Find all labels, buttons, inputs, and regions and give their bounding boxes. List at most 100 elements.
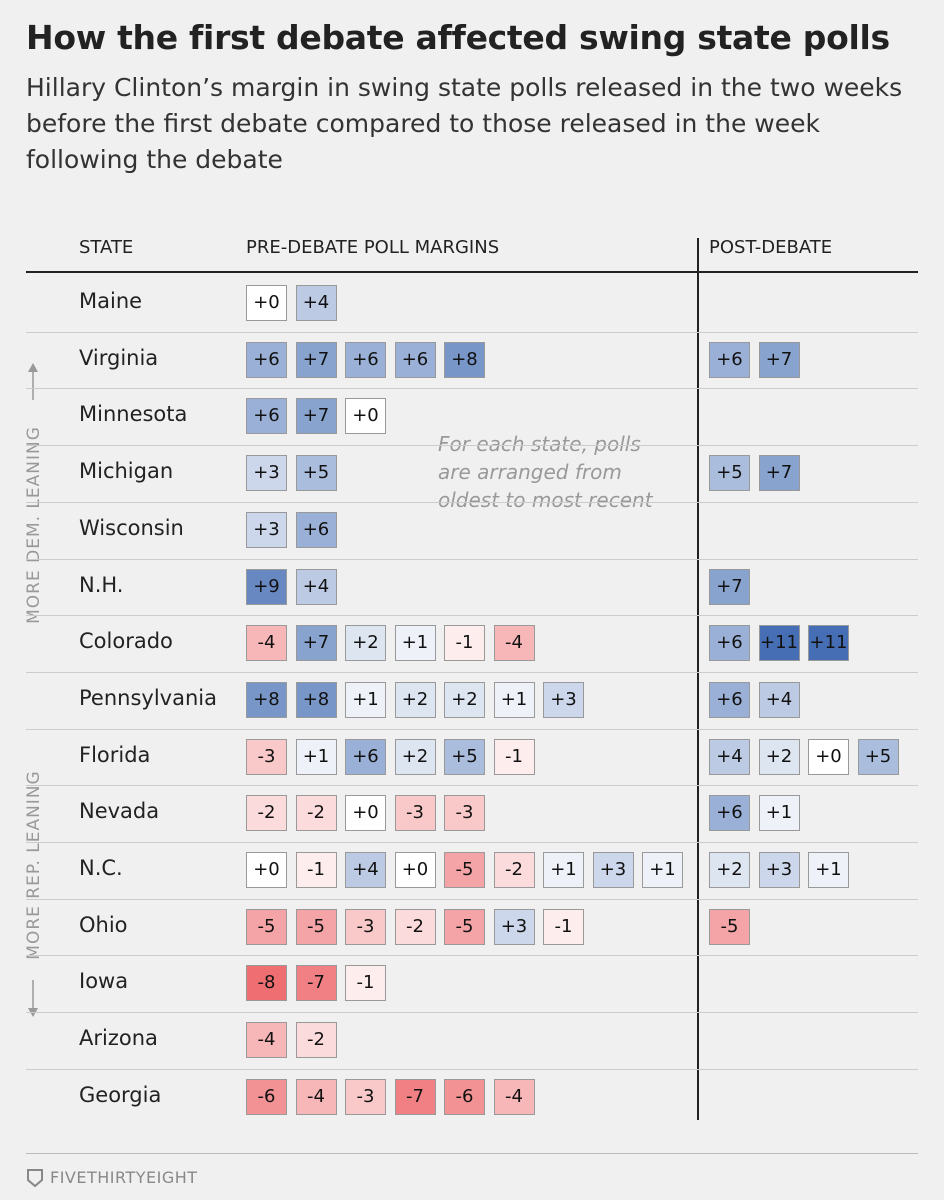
poll-cell: +7 (758, 341, 800, 378)
poll-cell: +6 (709, 681, 750, 718)
poll-cell: -4 (493, 1078, 535, 1115)
poll-cell: -7 (295, 965, 337, 1002)
poll-cell: +6 (709, 795, 750, 832)
state-label: Iowa (79, 969, 129, 994)
poll-cell: +6 (709, 625, 750, 662)
poll-cell: +4 (345, 852, 386, 888)
poll-cell: +2 (394, 738, 436, 775)
poll-cell: +3 (543, 681, 584, 718)
state-label: Nevada (79, 799, 160, 824)
state-label: Pennsylvania (79, 685, 217, 710)
poll-cell: -8 (246, 965, 287, 1002)
poll-cell: +7 (295, 625, 337, 662)
row-rule (26, 1068, 918, 1070)
poll-cell: -4 (295, 1078, 337, 1115)
poll-cell: +6 (394, 341, 436, 378)
logo-icon (27, 1169, 43, 1188)
poll-cell: +5 (857, 738, 899, 775)
column-header: STATE (79, 237, 134, 258)
state-label: N.C. (79, 856, 123, 880)
poll-cell: -4 (246, 1022, 287, 1059)
state-label: Minnesota (79, 402, 188, 427)
poll-cell: -2 (295, 795, 337, 832)
poll-cell: -5 (295, 908, 337, 945)
state-label: Maine (79, 289, 143, 313)
poll-cell: +1 (642, 852, 683, 888)
poll-cell: +6 (246, 398, 287, 435)
state-label: Wisconsin (79, 515, 184, 540)
row-rule (26, 898, 918, 900)
poll-cell: +1 (808, 852, 849, 888)
row-rule (26, 388, 918, 390)
poll-cell: -2 (394, 908, 436, 945)
poll-cell: +2 (345, 625, 386, 662)
poll-cell: +0 (808, 738, 849, 775)
annotation: For each state, polls are arranged from … (438, 432, 653, 512)
column-header: PRE-DEBATE POLL MARGINS (246, 237, 500, 258)
poll-cell: -3 (345, 908, 386, 945)
state-label: Florida (79, 742, 151, 767)
poll-cell: -6 (444, 1078, 485, 1115)
poll-cell: +0 (246, 285, 287, 321)
row-rule (26, 955, 918, 957)
poll-cell: +2 (709, 852, 750, 888)
row-rule (26, 501, 918, 503)
poll-cell: +6 (345, 738, 386, 775)
footer-logo: FIVETHIRTYEIGHT (50, 1168, 198, 1187)
poll-cell: +2 (758, 738, 800, 775)
state-label: Georgia (79, 1082, 162, 1107)
poll-cell: +0 (345, 398, 386, 435)
row-rule (26, 785, 918, 787)
poll-cell: +9 (246, 568, 287, 605)
poll-cell: +8 (295, 681, 337, 718)
poll-cell: +5 (709, 455, 750, 492)
poll-cell: +3 (246, 511, 287, 548)
poll-cell: -1 (543, 908, 584, 945)
poll-cell: -5 (444, 852, 485, 888)
title: How the first debate affected swing stat… (26, 18, 890, 57)
header-rule (26, 271, 918, 273)
state-label: Michigan (79, 459, 174, 484)
poll-cell: +3 (592, 852, 634, 888)
poll-cell: -3 (246, 738, 287, 775)
poll-cell: +1 (345, 681, 386, 718)
poll-cell: -7 (394, 1078, 436, 1115)
poll-cell: -5 (444, 908, 485, 945)
poll-cell: +2 (444, 681, 485, 718)
state-label: Virginia (79, 345, 159, 370)
poll-cell: -4 (246, 625, 287, 662)
row-rule (26, 1012, 918, 1014)
poll-cell: +7 (295, 398, 337, 435)
poll-cell: +7 (709, 568, 750, 605)
poll-cell: +3 (758, 852, 800, 888)
poll-cell: +7 (295, 341, 337, 378)
poll-cell: +4 (709, 738, 750, 775)
poll-cell: +6 (246, 341, 287, 378)
poll-cell: -1 (444, 625, 485, 662)
poll-cell: +11 (758, 625, 800, 662)
poll-cell: +0 (246, 852, 287, 888)
poll-cell: +1 (758, 795, 800, 832)
state-label: N.H. (79, 572, 124, 597)
row-rule (26, 615, 918, 617)
poll-cell: +4 (758, 681, 800, 718)
row-rule (26, 331, 918, 333)
poll-cell: +5 (444, 738, 485, 775)
poll-cell: +11 (808, 625, 849, 662)
poll-cell: +3 (493, 908, 535, 945)
poll-cell: -2 (493, 852, 535, 888)
poll-cell: -3 (394, 795, 436, 832)
footer-rule (26, 1153, 918, 1154)
poll-cell: -5 (709, 908, 750, 945)
poll-cell: +5 (295, 455, 337, 492)
poll-cell: -1 (295, 852, 337, 888)
divider (697, 238, 699, 1120)
state-label: Arizona (79, 1026, 158, 1051)
poll-cell: +4 (295, 568, 337, 605)
poll-cell: -5 (246, 908, 287, 945)
poll-cell: +4 (295, 285, 337, 321)
poll-cell: +6 (295, 511, 337, 548)
poll-cell: +0 (394, 852, 436, 888)
row-rule (26, 842, 918, 843)
row-rule (26, 728, 918, 730)
